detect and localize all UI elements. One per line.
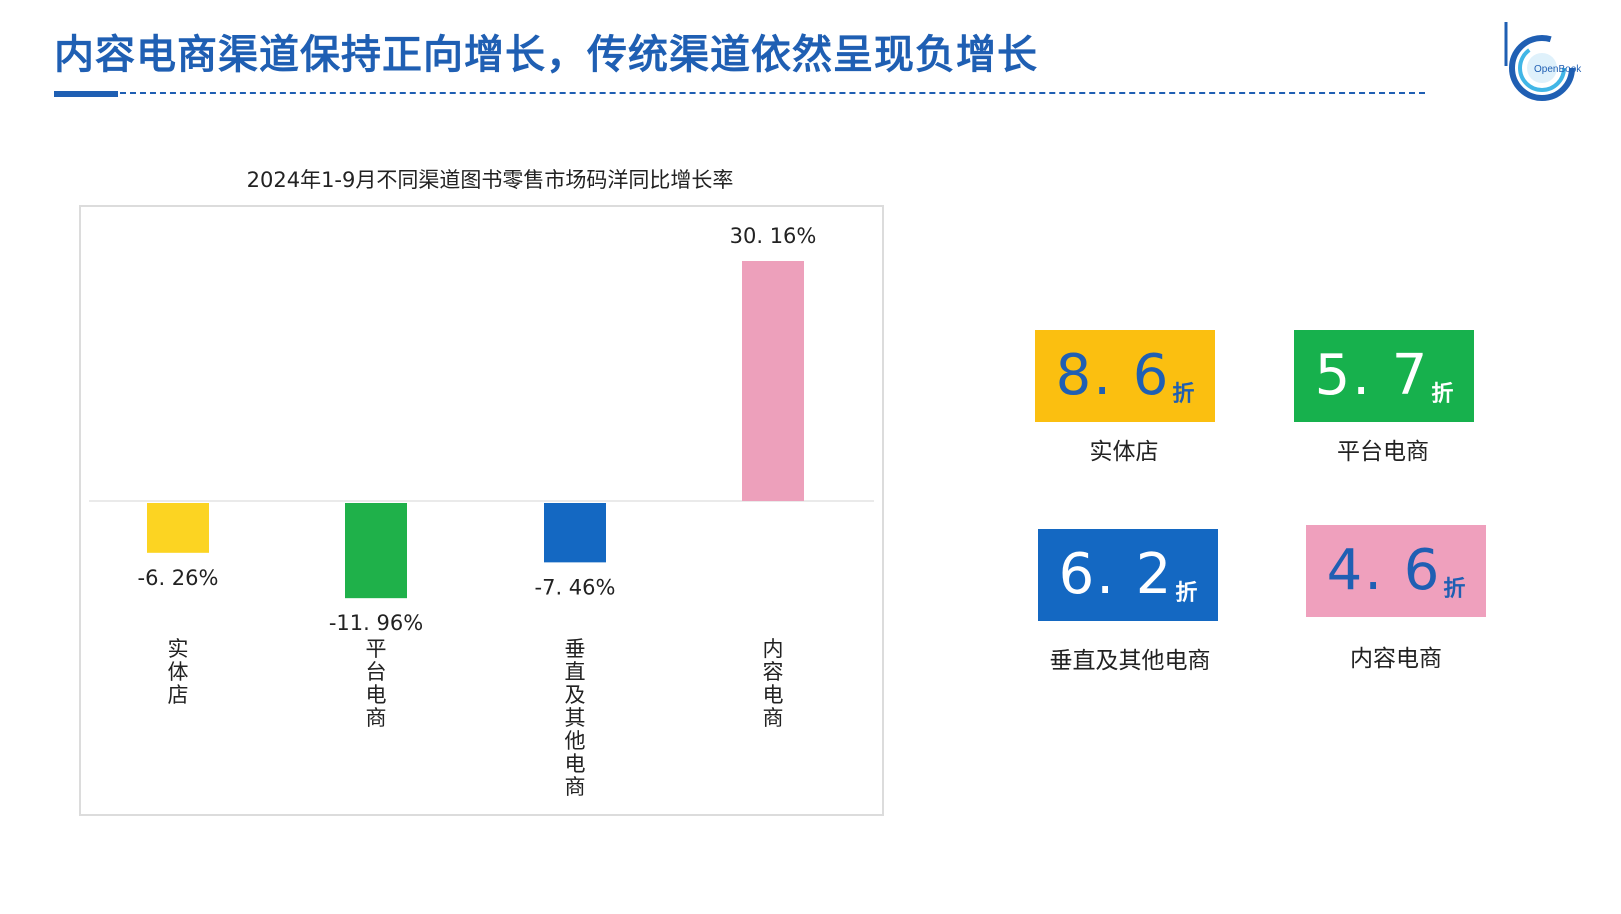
category-label-2: 垂直及其他电商 (565, 637, 586, 799)
data-label-0: -6. 26% (138, 566, 219, 590)
bar-3 (742, 261, 804, 501)
logo-text: OpenBook (1534, 64, 1582, 75)
data-label-1: -11. 96% (329, 611, 423, 635)
discount-value: 8. 6 (1055, 343, 1171, 408)
data-label-3: 30. 16% (730, 224, 817, 248)
bar-chart: -6. 26% 实体店 -11. 96%平台电商 -7. 46% 垂直及其他电商 30. … (89, 224, 874, 799)
discount-unit: 折 (1175, 581, 1198, 606)
openbook-logo: OpenBook (1504, 22, 1582, 101)
discount-value: 5. 7 (1314, 343, 1430, 408)
discount-unit: 折 (1431, 382, 1454, 407)
category-label-3: 内容电商 (763, 637, 784, 730)
bar-1 (345, 503, 407, 599)
category-label-0: 实体店 (168, 637, 189, 707)
discount-unit: 折 (1443, 577, 1466, 602)
discount-value: 6. 2 (1058, 542, 1174, 607)
discount-card-label: 内容电商 (1350, 646, 1442, 672)
discount-card-label: 垂直及其他电商 (1049, 648, 1211, 674)
discount-value: 4. 6 (1326, 538, 1442, 603)
bar-0 (147, 503, 209, 553)
title-underline-dashed (120, 92, 1425, 94)
title-underline-accent (54, 91, 118, 97)
slide-title: 内容电商渠道保持正向增长，传统渠道依然呈现负增长 (54, 32, 1038, 78)
discount-card-label: 平台电商 (1337, 439, 1429, 465)
discount-card-label: 实体店 (1089, 439, 1159, 465)
category-label-1: 平台电商 (366, 637, 387, 730)
chart-title: 2024年1-9月不同渠道图书零售市场码洋同比增长率 (246, 168, 734, 192)
discount-unit: 折 (1172, 382, 1195, 407)
data-label-2: -7. 46% (535, 575, 616, 599)
bar-2 (544, 503, 606, 563)
